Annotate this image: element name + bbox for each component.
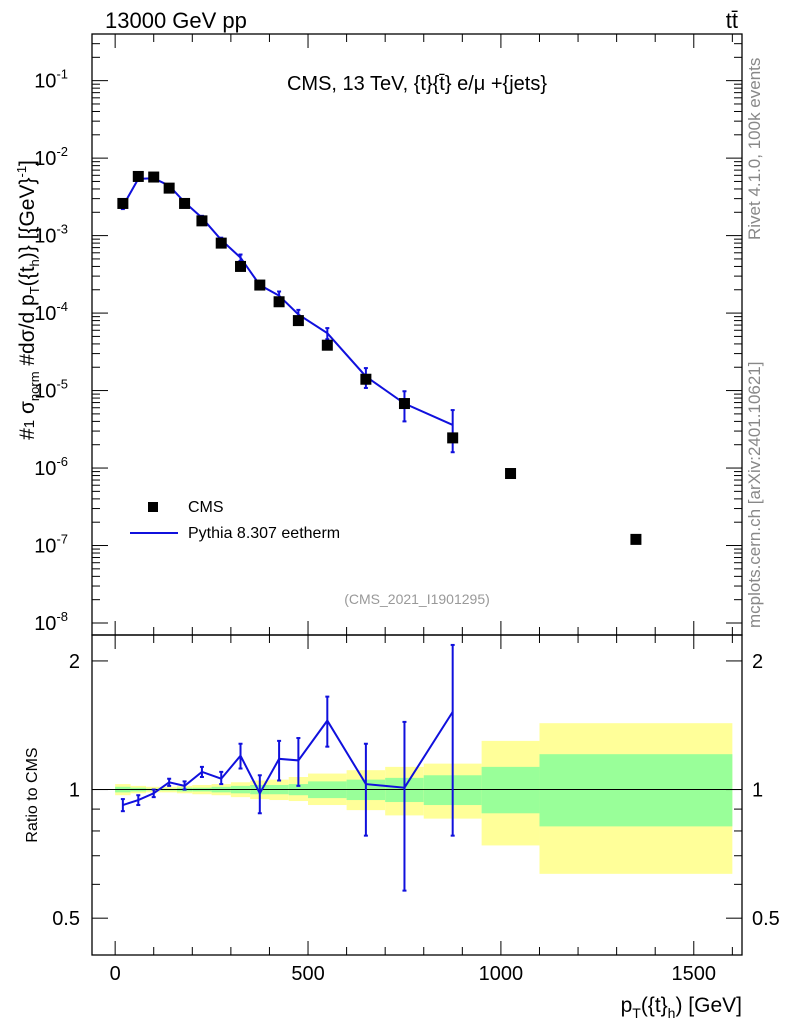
x-axis-label: pT({t}h) [GeV] [621,994,742,1021]
rivet-version-label: Rivet 4.1.0, 100k events [745,58,764,240]
cms-data-point [630,533,642,545]
ratio-y-tick-label: 1 [69,780,80,802]
main-frame [91,33,743,636]
y-tick-label: 10-8 [34,609,68,635]
analysis-watermark: (CMS_2021_I1901295) [344,591,490,607]
inner-uncertainty-band [481,766,540,814]
ratio-y-tick-label-right: 0.5 [752,908,780,930]
cms-data-points [117,170,642,545]
ratio-y-axis-label: Ratio to CMS [24,747,41,842]
x-tick-labels: 0 500 1000 1500 [110,963,716,985]
cms-data-point [292,315,304,327]
ratio-panel: 0.5 0.5 1 1 2 2 0 500 1000 1500 Ratio to CMS pT(… [24,634,780,1021]
mc-series [120,175,455,454]
ratio-y-tick-label-right: 1 [752,780,763,802]
x-tick-label: 1000 [479,963,524,985]
cms-data-point [179,197,191,209]
main-y-axis-label: #1 σnorm #dσ/d pT({th)} [{GeV}-1] [14,160,42,440]
y-tick-label: 10-1 [34,67,68,93]
collision-label: 13000 GeV pp [105,8,247,33]
ratio-y-tick-label: 2 [69,651,80,673]
chart-title: CMS, 13 TeV, {t}{t̄} e/μ +{jets} [287,73,547,95]
svg-text:pT({t}h) [GeV]: pT({t}h) [GeV] [621,994,742,1021]
source-label: mcplots.cern.ch [arXiv:2401.10621] [745,362,764,628]
x-tick-label: 1500 [672,963,717,985]
cms-data-point [273,296,285,308]
ratio-frame [91,634,743,956]
ratio-y-tick-labels: 0.5 0.5 1 1 2 2 [52,651,780,930]
cms-data-point [196,215,208,227]
svg-text:#1 σnorm #dσ/d pT({th)} [{GeV}: #1 σnorm #dσ/d pT({th)} [{GeV}-1] [14,160,42,440]
main-axis-ticks [92,33,742,635]
cms-data-point [148,171,160,183]
y-tick-label: 10-3 [34,222,68,248]
main-y-tick-labels: 10-810-710-610-510-410-310-210-1 [34,67,68,635]
legend-cms-marker [148,502,158,512]
cms-data-point [321,339,333,351]
cms-data-point [398,398,410,410]
cms-data-point [254,279,266,291]
y-tick-label: 10-2 [34,144,68,170]
ratio-axis-ticks [92,635,742,955]
legend-mc-label: Pythia 8.307 eetherm [188,525,340,542]
legend: CMS Pythia 8.307 eetherm [130,499,340,542]
process-label: tt̄ [726,8,738,33]
legend-cms-label: CMS [188,499,224,516]
y-tick-label: 10-4 [34,299,68,325]
uncertainty-bands [115,723,733,874]
cms-data-point [235,260,247,272]
main-panel: 10-810-710-610-510-410-310-210-1 CMS, 13… [14,33,743,636]
cms-data-point [360,373,372,385]
cms-data-point [447,432,459,444]
ratio-y-tick-label-right: 2 [752,651,763,673]
cms-data-point [163,182,175,194]
mc-line [121,177,454,426]
cms-data-point [132,170,144,182]
y-tick-label: 10-6 [34,454,68,480]
inner-uncertainty-band [539,754,733,827]
ratio-y-tick-label: 0.5 [52,908,80,930]
cms-data-point [117,197,129,209]
y-tick-label: 10-7 [34,532,68,558]
x-tick-label: 500 [291,963,324,985]
x-tick-label: 0 [110,963,121,985]
ratio-mc-series [120,643,455,892]
cms-data-point [215,237,227,249]
cms-data-point [505,468,517,480]
